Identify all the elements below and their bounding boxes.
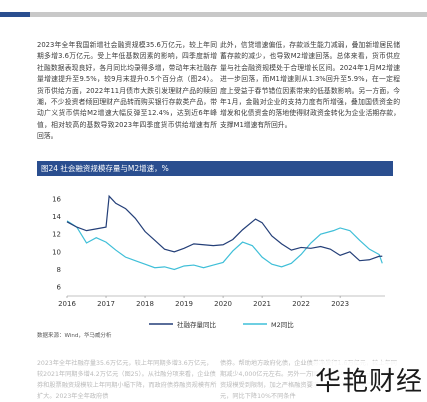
next-paragraph-right: 债券。帮助地方政府化债，企业债券净发行1.6万亿元，较上年同期减少4,000亿元… <box>220 360 397 400</box>
header-divider-right <box>330 12 427 17</box>
header-accent-bar <box>0 12 30 17</box>
x-tick-label: 2021 <box>253 300 271 308</box>
y-tick-label: 14 <box>52 213 61 221</box>
legend: 社融存量同比 M2同比 <box>149 320 294 329</box>
y-tick-label: 8 <box>57 266 61 274</box>
x-tick-label: 2018 <box>136 300 154 308</box>
x-tick-label: 2022 <box>292 300 310 308</box>
y-axis-ticks: 6 8 10 12 14 16 <box>52 195 61 291</box>
article-paragraph-left: 2023年全年我国新增社会融资规模35.6万亿元，较上年同期多增3.6万亿元。受… <box>37 41 217 141</box>
y-tick-label: 16 <box>52 195 61 203</box>
figure-title: 图24 社会融资规模存量与M2增速，% <box>37 161 393 176</box>
article-paragraph-right: 此外，信贷增速偏低，存款派生能力减弱，叠加新增居民储蓄存款的减少，也导致M2增速… <box>220 41 400 129</box>
x-tick-label: 2016 <box>58 300 76 308</box>
x-tick-label: 2019 <box>175 300 193 308</box>
x-tick-label: 2023 <box>331 300 349 308</box>
y-tick-label: 6 <box>57 284 62 292</box>
legend-social-financing-label: 社融存量同比 <box>177 320 217 329</box>
y-tick-label: 12 <box>52 231 61 239</box>
y-tick-label: 10 <box>52 248 61 256</box>
header-band <box>0 0 427 22</box>
m2-line <box>66 220 383 271</box>
figure-source: 数据来源：Wind，华马威分析 <box>37 333 112 339</box>
social-financing-line <box>66 194 383 262</box>
x-tick-label: 2020 <box>214 300 232 308</box>
watermark-logo: 华艳财经 <box>312 361 425 398</box>
x-axis-ticks: 2016 2017 2018 2019 2020 2021 2022 2023 <box>58 296 349 308</box>
x-tick-label: 2017 <box>97 300 115 308</box>
legend-m2-label: M2同比 <box>271 320 294 329</box>
next-paragraph-left: 2023年全年社融存量35.6万亿元，较上年同期多增3.6万亿元，较2021年同… <box>37 360 217 400</box>
header-divider <box>30 12 330 17</box>
